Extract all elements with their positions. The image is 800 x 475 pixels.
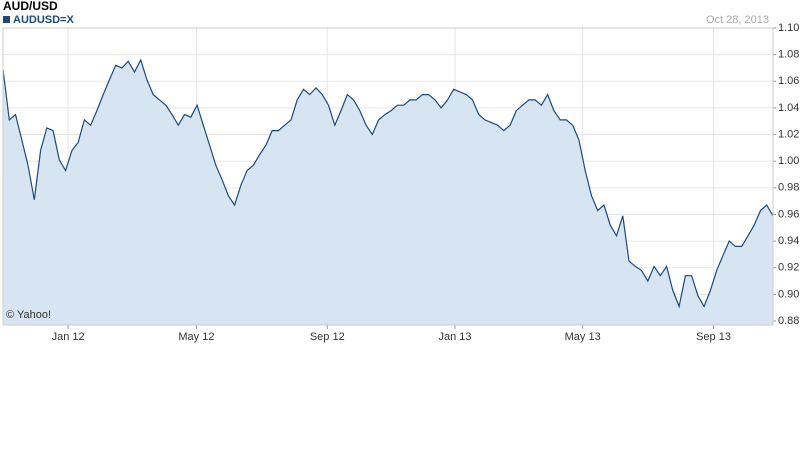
legend-swatch: [3, 16, 10, 23]
line: [2, 58, 774, 309]
y-tick-label: 0.94: [778, 235, 799, 247]
legend-label: AUDUSD=X: [13, 14, 74, 26]
y-tick-label: 1.10: [778, 22, 799, 34]
x-tick-label: Jan 13: [438, 331, 471, 343]
x-tick-label: Sep 12: [310, 331, 345, 343]
date-label: Oct 28, 2013: [706, 14, 769, 26]
y-tick-label: 1.08: [778, 49, 799, 61]
y-tick-label: 1.00: [778, 155, 799, 167]
chart-title: AUD/USD: [3, 0, 58, 13]
source-label: © Yahoo!: [6, 309, 51, 321]
y-tick-label: 0.92: [778, 262, 799, 274]
y-tick-label: 1.04: [778, 102, 799, 114]
x-tick-label: May 12: [178, 331, 214, 343]
plot-border: [2, 27, 774, 326]
x-tick-label: May 13: [565, 331, 601, 343]
y-tick-label: 0.90: [778, 288, 799, 300]
area: [3, 60, 773, 325]
y-tick-label: 0.96: [778, 208, 799, 220]
y-tick-label: 1.06: [778, 75, 799, 87]
x-tick-label: Sep 13: [696, 331, 731, 343]
y-tick-label: 1.02: [778, 128, 799, 140]
y-tick-label: 0.98: [778, 182, 799, 194]
x-tick-label: Jan 12: [52, 331, 85, 343]
y-tick-label: 0.88: [778, 315, 799, 327]
